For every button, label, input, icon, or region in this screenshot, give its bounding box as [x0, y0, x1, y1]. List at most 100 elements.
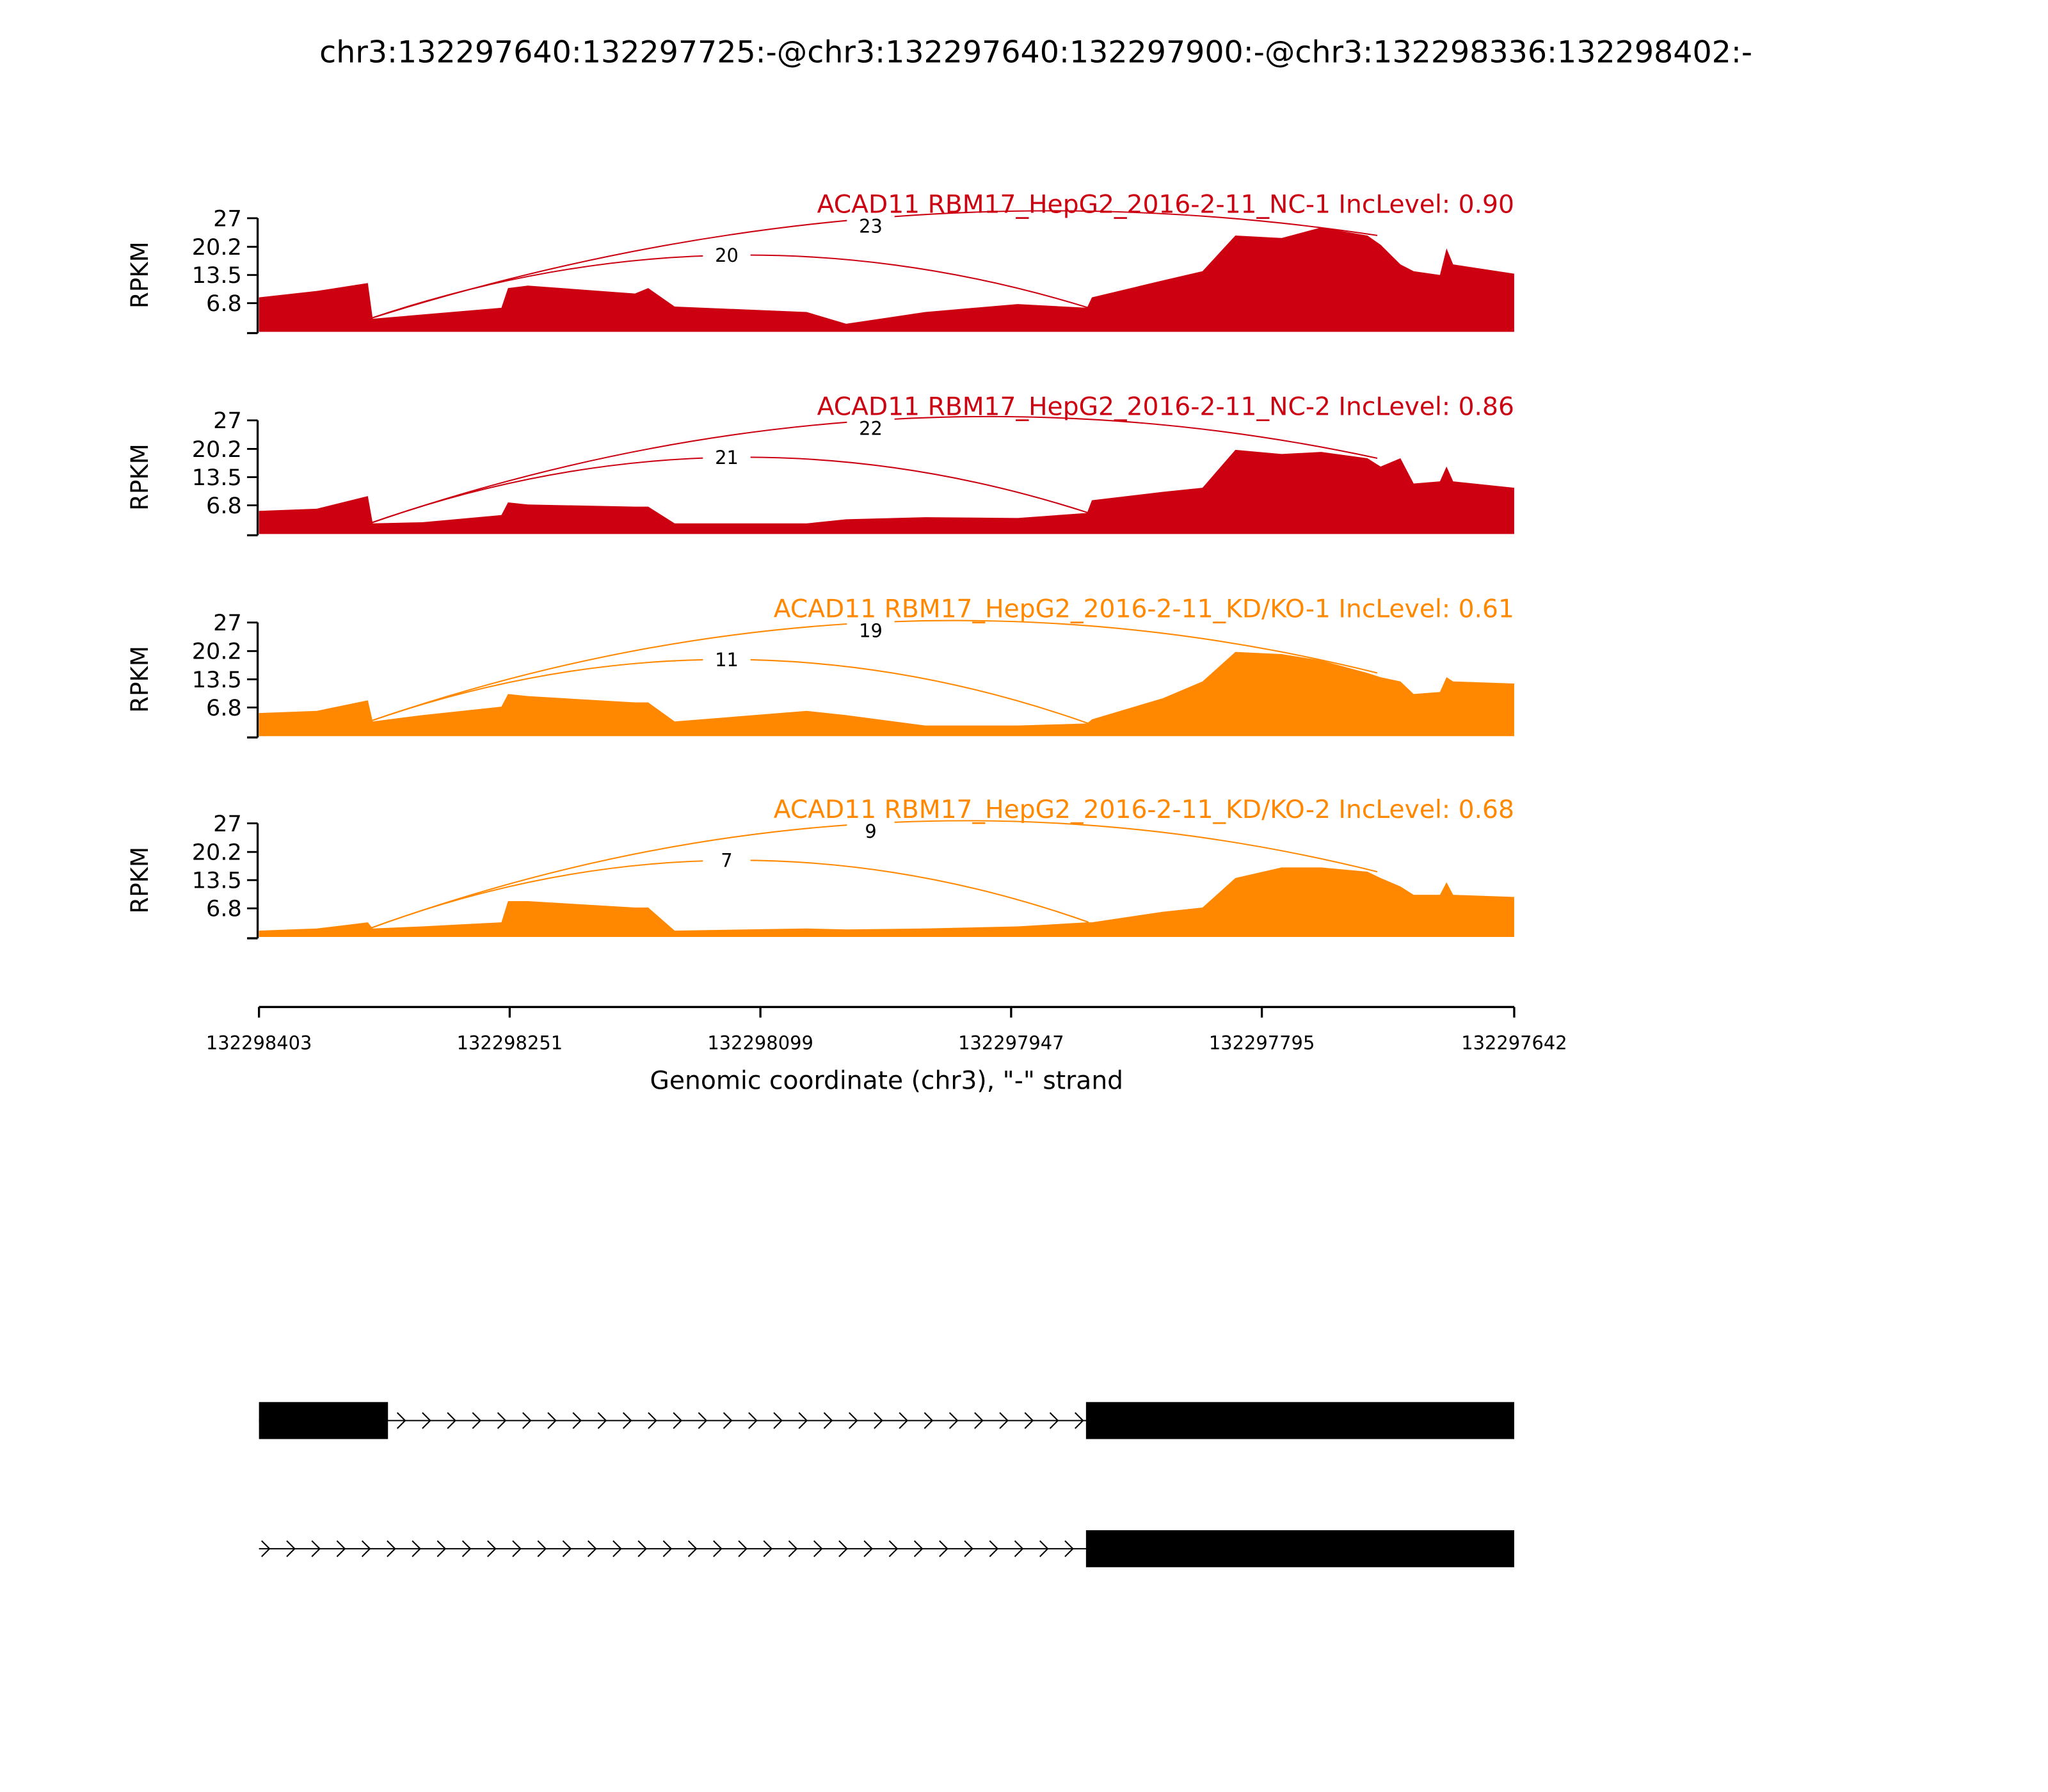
strand-arrow-icon [948, 1412, 959, 1429]
y-tick-label: 27 [213, 205, 242, 232]
x-tick-label: 132298099 [707, 1032, 813, 1053]
x-axis: 132298403 132298251 132298099 132297947 1322… [206, 1005, 1567, 1053]
strand-arrow-icon [798, 1412, 808, 1429]
strand-arrow-icon [888, 1540, 899, 1557]
strand-arrow-icon [989, 1540, 999, 1557]
strand-arrow-icon [913, 1540, 924, 1557]
x-axis-label: Genomic coordinate (chr3), "-" strand [650, 1066, 1123, 1095]
y-tick-label: 6.8 [206, 291, 242, 317]
strand-arrow-icon [361, 1540, 371, 1557]
strand-arrow-icon [612, 1540, 622, 1557]
y-tick-label: 27 [213, 408, 242, 434]
strand-arrow-icon [412, 1540, 421, 1557]
y-axis-label: RPKM [126, 241, 154, 308]
y-tick-label: 13.5 [192, 667, 242, 693]
strand-arrow-icon [899, 1412, 909, 1429]
strand-arrow-icon [648, 1412, 657, 1429]
y-axis-label: RPKM [126, 847, 154, 914]
strand-arrow-icon [547, 1412, 557, 1429]
strand-arrow-icon [336, 1540, 346, 1557]
strand-arrow-icon [396, 1412, 406, 1429]
coverage-area [259, 227, 1514, 332]
junction-count: 7 [721, 850, 732, 872]
strand-arrow-icon [1064, 1540, 1074, 1557]
y-tick-label: 20.2 [192, 234, 242, 260]
y-tick-label: 6.8 [206, 896, 242, 922]
junction-count: 11 [715, 649, 739, 671]
y-tick-label: 13.5 [192, 868, 242, 894]
junction-count: 21 [715, 447, 739, 468]
sample-title: ACAD11 RBM17_HepG2_2016-2-11_KD/KO-1 Inc… [774, 595, 1514, 623]
strand-arrow-icon [924, 1412, 934, 1429]
gene-models [259, 1402, 1514, 1567]
strand-arrow-icon [622, 1412, 632, 1429]
strand-arrow-icon [637, 1540, 648, 1557]
junction-label-bg [703, 243, 751, 265]
y-axis-label: RPKM [126, 444, 154, 511]
strand-arrow-icon [387, 1540, 396, 1557]
strand-arrow-icon [849, 1412, 858, 1429]
strand-arrow-icon [497, 1412, 507, 1429]
strand-arrow-icon [261, 1540, 271, 1557]
strand-arrow-icon [713, 1540, 723, 1557]
strand-arrow-icon [311, 1540, 321, 1557]
strand-arrow-icon [487, 1540, 497, 1557]
strand-arrow-icon [964, 1540, 973, 1557]
exon-block [1085, 1530, 1514, 1567]
x-tick-label: 132297642 [1461, 1032, 1567, 1053]
strand-arrow-icon [572, 1412, 582, 1429]
strand-arrow-icon [763, 1540, 773, 1557]
junction-label-bg [847, 416, 895, 438]
strand-arrow-icon [1024, 1412, 1034, 1429]
strand-arrow-icon [1014, 1540, 1024, 1557]
strand-arrow-icon [562, 1540, 572, 1557]
junction-label-bg [703, 647, 751, 669]
strand-arrow-icon [738, 1540, 748, 1557]
strand-arrow-icon [512, 1540, 522, 1557]
x-tick-label: 132297795 [1209, 1032, 1315, 1053]
strand-arrow-icon [1075, 1412, 1084, 1429]
exon-block [1085, 1402, 1514, 1439]
strand-arrow-icon [838, 1540, 848, 1557]
strand-arrow-icon [472, 1412, 482, 1429]
strand-arrow-icon [813, 1540, 823, 1557]
y-tick-label: 27 [213, 811, 242, 837]
x-tick-label: 132298403 [206, 1032, 312, 1053]
y-tick-label: 20.2 [192, 840, 242, 866]
y-tick-label: 13.5 [192, 262, 242, 289]
x-tick-label: 132298251 [457, 1032, 563, 1053]
junction-label-bg [847, 618, 895, 640]
coverage-area [259, 652, 1514, 737]
y-tick-label: 13.5 [192, 465, 242, 491]
y-tick-label: 6.8 [206, 695, 242, 721]
strand-arrow-icon [687, 1540, 698, 1557]
coverage-area [259, 449, 1514, 534]
junction-label-bg [703, 848, 751, 870]
strand-arrow-icon [461, 1540, 472, 1557]
x-tick-label: 132297947 [958, 1032, 1064, 1053]
strand-arrow-icon [748, 1412, 758, 1429]
strand-arrow-icon [939, 1540, 948, 1557]
strand-arrow-icon [537, 1540, 547, 1557]
junction-count: 23 [859, 216, 883, 237]
strand-arrow-icon [874, 1412, 883, 1429]
strand-arrow-icon [974, 1412, 984, 1429]
strand-arrow-icon [999, 1412, 1009, 1429]
strand-arrow-icon [773, 1412, 783, 1429]
sample-title: ACAD11 RBM17_HepG2_2016-2-11_KD/KO-2 Inc… [774, 796, 1514, 824]
strand-arrow-icon [597, 1412, 607, 1429]
strand-arrow-icon [447, 1412, 456, 1429]
junction-label-bg [847, 214, 895, 236]
junction-count: 9 [865, 820, 876, 842]
coverage-panel: 27 20.213.56.8 RPKM ACAD11 RBM17_HepG2_2016… [126, 796, 1514, 940]
strand-arrow-icon [863, 1540, 874, 1557]
strand-arrow-icon [522, 1412, 532, 1429]
y-axis-label: RPKM [126, 646, 154, 713]
chart-title: chr3:132297640:132297725:-@chr3:13229764… [319, 35, 1752, 70]
strand-arrow-icon [698, 1412, 708, 1429]
strand-arrow-icon [1049, 1412, 1059, 1429]
